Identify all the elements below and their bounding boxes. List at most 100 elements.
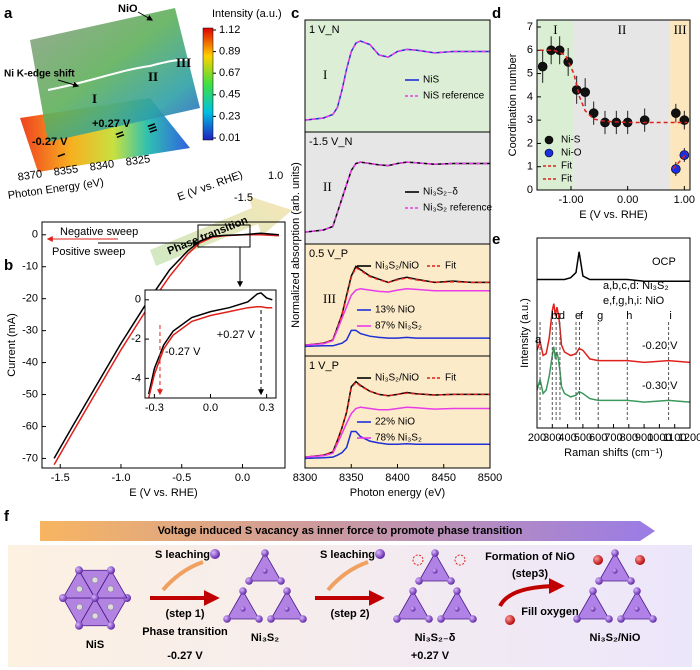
atom xyxy=(107,585,114,593)
legend-label: 87% Ni₃S₂ xyxy=(375,321,422,332)
atom xyxy=(277,577,285,585)
potential-label: +0.27 V xyxy=(411,650,450,662)
surface-region: I xyxy=(92,91,97,106)
atom xyxy=(573,615,581,623)
legend-label: Ni₃S₂₋δ xyxy=(423,187,458,198)
legend-label: Ni₃S₂ reference xyxy=(423,203,493,214)
step-label: (step3) xyxy=(512,568,548,580)
atom xyxy=(410,606,416,612)
surface-region: III xyxy=(176,55,191,70)
x-tick-label: -1.5 xyxy=(51,472,70,484)
x-axis-label: Photon energy (eV) xyxy=(350,487,445,499)
y-tick-label: -70 xyxy=(22,452,38,464)
x-tick-label: 200 xyxy=(528,432,546,444)
series-line xyxy=(672,152,688,170)
x-tick-label: 1200 xyxy=(678,432,700,444)
step-top: S leaching xyxy=(320,549,375,561)
energy-tick-label: 8370 xyxy=(17,168,43,183)
atom xyxy=(76,603,83,611)
y-tick-label: -50 xyxy=(22,388,38,400)
atom xyxy=(107,621,115,630)
x-tick-label: 400 xyxy=(558,432,576,444)
region-label: III xyxy=(674,22,687,37)
atom xyxy=(284,606,290,612)
series-line xyxy=(304,266,490,346)
y-tick-label: -60 xyxy=(22,420,38,432)
annotation: e,f,g,h,i: NiO xyxy=(603,295,665,307)
colorbar xyxy=(202,27,214,141)
y-tick-label: 7 xyxy=(527,21,533,33)
atom xyxy=(267,615,275,623)
step-bottom: Phase transition xyxy=(142,626,228,638)
legend-label: Fit xyxy=(445,261,456,272)
plot-frame xyxy=(536,237,691,429)
x-axis-label: Raman shifts (cm⁻¹) xyxy=(564,447,663,459)
series-label: Negative sweep xyxy=(60,226,138,238)
x-tick-label: -1.0 xyxy=(111,472,130,484)
peak-label: b xyxy=(551,310,557,322)
zoom-box xyxy=(197,224,251,248)
atom xyxy=(59,594,67,602)
series-line xyxy=(537,251,690,282)
subpanel-numeral: II xyxy=(323,179,332,194)
legend-label: 78% Ni₃S₂ xyxy=(375,433,422,444)
polyhedron xyxy=(620,590,654,620)
atom xyxy=(283,587,291,595)
atom xyxy=(617,615,625,623)
x-tick-label: 1.00 xyxy=(674,194,695,206)
plot-frame xyxy=(304,355,491,469)
panel-label: d xyxy=(492,5,501,22)
atom xyxy=(76,585,83,593)
structure-label: Ni₃S₂/NiO xyxy=(590,632,641,644)
x-tick-label: -0.5 xyxy=(172,472,191,484)
atom xyxy=(431,549,439,557)
y-tick-label: -40 xyxy=(22,356,38,368)
x-tick-label: 0.3 xyxy=(259,402,274,414)
subpanel-numeral: III xyxy=(323,291,336,306)
x-tick-label: 8400 xyxy=(385,472,409,484)
surface-top-label: NiO xyxy=(118,3,138,15)
data-point xyxy=(580,87,590,97)
x-tick-label: 500 xyxy=(574,432,592,444)
y-tick-label: -30 xyxy=(22,325,38,337)
atom xyxy=(432,568,438,574)
series-line xyxy=(304,40,490,121)
x-tick-label: 1000 xyxy=(647,432,671,444)
polyhedron xyxy=(270,590,304,620)
atom xyxy=(91,612,99,620)
y-tick-label: 0 xyxy=(527,184,533,196)
data-point xyxy=(600,117,610,128)
map-region: III xyxy=(144,122,158,135)
subpanel-numeral: I xyxy=(323,67,327,82)
atom xyxy=(223,615,231,623)
legend-label: 13% NiO xyxy=(375,305,415,316)
y-axis-label: Intensity (a.u.) xyxy=(519,298,531,368)
step-arrow xyxy=(498,578,565,608)
subpanel-label: 0.5 V_P xyxy=(309,248,348,260)
structure xyxy=(223,549,307,623)
legend-label: Fit xyxy=(445,373,456,384)
series-line xyxy=(304,406,490,458)
legend-label: Ni₃S₂/NiO xyxy=(375,261,419,272)
peak-label: d xyxy=(559,310,565,322)
series-line xyxy=(304,288,490,346)
atom xyxy=(91,576,99,584)
y-tick-label: 2 xyxy=(527,137,533,149)
marker-label: +0.27 V xyxy=(217,329,256,341)
potential-tick-label: 1.0 xyxy=(268,170,283,182)
x-tick-label: 8500 xyxy=(478,472,502,484)
colorbar-tick-label: 0.67 xyxy=(219,67,240,79)
atom xyxy=(240,606,246,612)
atom xyxy=(612,568,618,574)
map-label: -0.27 V xyxy=(32,136,68,148)
subpanel-background xyxy=(305,356,490,468)
series-line xyxy=(536,346,691,403)
series-line xyxy=(304,430,490,460)
peak-label: a xyxy=(535,334,542,346)
atom xyxy=(635,555,645,565)
colorbar-tick-label: 0.01 xyxy=(219,132,240,144)
x-tick-label: 8300 xyxy=(293,472,317,484)
series-line xyxy=(539,49,688,124)
